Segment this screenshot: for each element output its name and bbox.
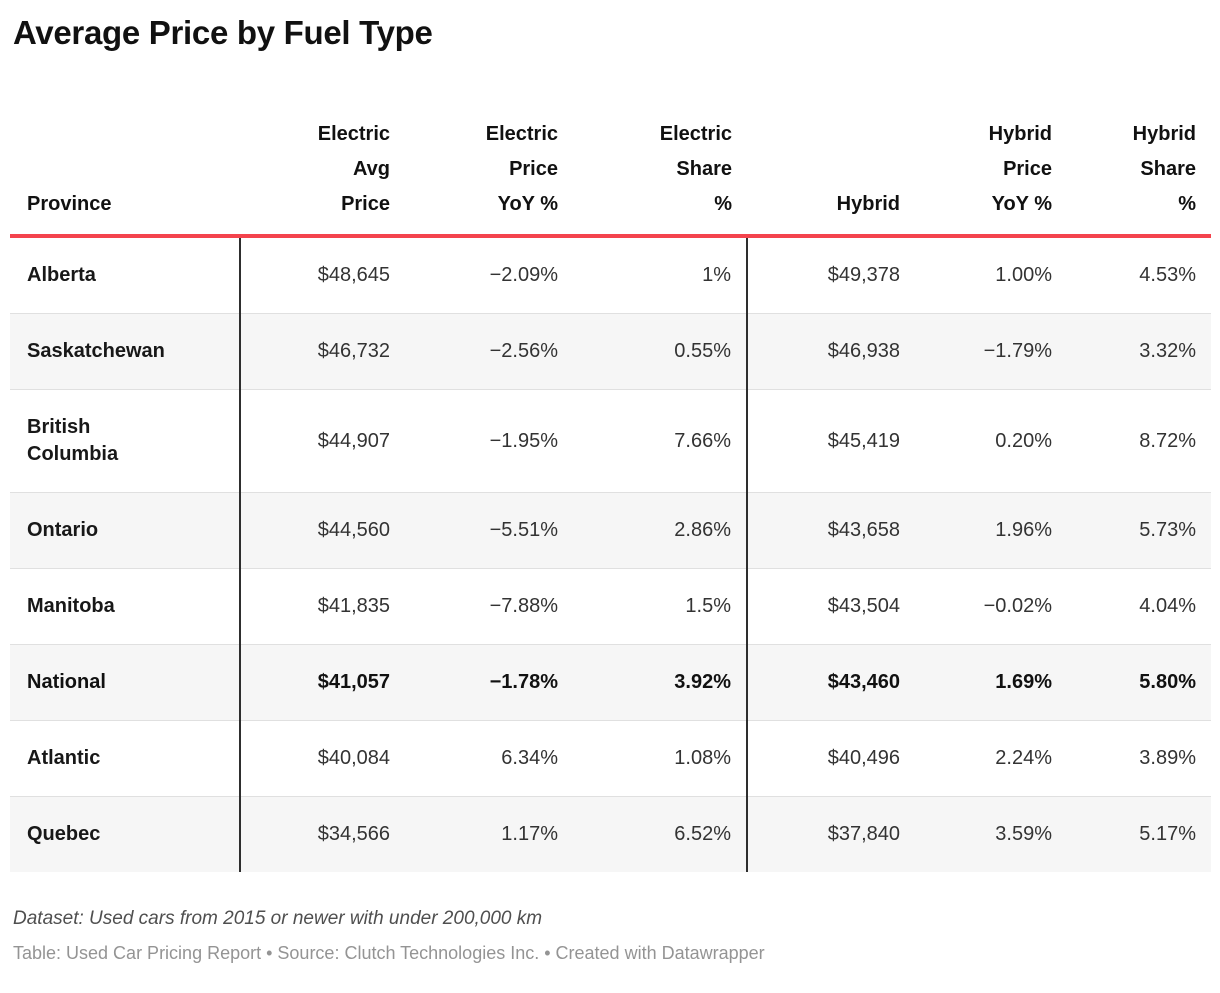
value-cell: 2.24% — [915, 720, 1067, 797]
header-row: Province Electric Avg Price Electric Pri… — [10, 117, 1211, 238]
value-cell: 0.55% — [573, 313, 747, 390]
column-header-electric-avg-price: Electric Avg Price — [240, 117, 405, 238]
value-cell: $48,645 — [239, 236, 405, 314]
table-row: Manitoba $41,835 −7.88% 1.5% $43,504 −0.02% 4.… — [10, 568, 1211, 645]
column-header-hybrid: Hybrid — [747, 117, 915, 238]
value-cell: 3.32% — [1067, 313, 1211, 390]
value-cell: 1.69% — [915, 644, 1067, 721]
value-cell: 2.86% — [573, 492, 747, 569]
credit-line: Table: Used Car Pricing Report • Source:… — [13, 943, 765, 963]
column-header-province: Province — [10, 117, 240, 238]
value-cell: −0.02% — [915, 568, 1067, 645]
value-cell: $43,460 — [746, 644, 915, 721]
province-cell: Alberta — [27, 264, 96, 286]
value-cell: $44,907 — [239, 389, 405, 493]
value-cell: 1.08% — [573, 720, 747, 797]
value-cell: $41,057 — [239, 644, 405, 721]
table-row: Atlantic $40,084 6.34% 1.08% $40,496 2.24% 3.8… — [10, 720, 1211, 797]
value-cell: 3.59% — [915, 796, 1067, 872]
column-header-hybrid-share: Hybrid Share % — [1067, 117, 1211, 238]
value-cell: −1.79% — [915, 313, 1067, 390]
table-body: Alberta $48,645 −2.09% 1% $49,378 1.00% 4.53% S… — [10, 236, 1211, 872]
value-cell: −1.95% — [405, 389, 573, 493]
value-cell: $40,084 — [239, 720, 405, 797]
value-cell: $43,504 — [746, 568, 915, 645]
value-cell: −2.56% — [405, 313, 573, 390]
value-cell: 7.66% — [573, 389, 747, 493]
value-cell: 6.34% — [405, 720, 573, 797]
value-cell: $34,566 — [239, 796, 405, 872]
value-cell: $37,840 — [746, 796, 915, 872]
province-cell: Quebec — [10, 796, 240, 872]
value-cell: 4.53% — [1139, 264, 1196, 286]
column-header-hybrid-price-yoy: Hybrid Price YoY % — [915, 117, 1067, 238]
value-cell: $45,419 — [746, 389, 915, 493]
value-cell: 5.80% — [1067, 644, 1211, 721]
column-header-electric-share: Electric Share % — [573, 117, 747, 238]
value-cell: 3.92% — [573, 644, 747, 721]
value-cell: −1.78% — [405, 644, 573, 721]
province-cell: National — [10, 644, 240, 721]
value-cell: $46,732 — [239, 313, 405, 390]
value-cell: $40,496 — [746, 720, 915, 797]
value-cell: $49,378 — [746, 236, 915, 314]
value-cell: 1.00% — [995, 264, 1052, 286]
table-row: National $41,057 −1.78% 3.92% $43,460 1.69% 5.… — [10, 644, 1211, 721]
value-cell: 4.04% — [1067, 568, 1211, 645]
value-cell: 6.52% — [573, 796, 747, 872]
table-row: Ontario $44,560 −5.51% 2.86% $43,658 1.96% 5.7… — [10, 492, 1211, 569]
province-cell: British Columbia — [10, 389, 240, 493]
value-cell: 0.20% — [915, 389, 1067, 493]
column-header-electric-price-yoy: Electric Price YoY % — [405, 117, 573, 238]
value-cell: −5.51% — [405, 492, 573, 569]
value-cell: $46,938 — [746, 313, 915, 390]
table-header: Province Electric Avg Price Electric Pri… — [10, 117, 1211, 238]
page-title: Average Price by Fuel Type — [13, 14, 433, 51]
value-cell: $43,658 — [746, 492, 915, 569]
table-row: Quebec $34,566 1.17% 6.52% $37,840 3.59% 5.17% — [10, 796, 1211, 872]
value-cell: −2.09% — [489, 264, 558, 286]
value-cell: 5.73% — [1067, 492, 1211, 569]
fuel-price-table: Province Electric Avg Price Electric Pri… — [10, 117, 1211, 872]
value-cell: 8.72% — [1067, 389, 1211, 493]
province-cell: Atlantic — [10, 720, 240, 797]
value-cell: $44,560 — [239, 492, 405, 569]
value-cell: −7.88% — [405, 568, 573, 645]
dataset-note: Dataset: Used cars from 2015 or newer wi… — [13, 908, 543, 929]
page: Average Price by Fuel Type Province Elec… — [0, 13, 1220, 993]
table-row: Saskatchewan $46,732 −2.56% 0.55% $46,938 −1.… — [10, 313, 1211, 390]
table-row: Alberta $48,645 −2.09% 1% $49,378 1.00% 4.53% — [10, 236, 1211, 314]
value-cell: 1.96% — [915, 492, 1067, 569]
value-cell: 5.17% — [1067, 796, 1211, 872]
value-cell: 3.89% — [1067, 720, 1211, 797]
table-row: British Columbia $44,907 −1.95% 7.66% $45,41… — [10, 389, 1211, 493]
province-cell: Manitoba — [10, 568, 240, 645]
value-cell: $41,835 — [239, 568, 405, 645]
value-cell: 1.5% — [573, 568, 747, 645]
value-cell: 1.17% — [405, 796, 573, 872]
province-cell: Saskatchewan — [10, 313, 240, 390]
value-cell: 1% — [702, 264, 731, 286]
province-cell: Ontario — [10, 492, 240, 569]
